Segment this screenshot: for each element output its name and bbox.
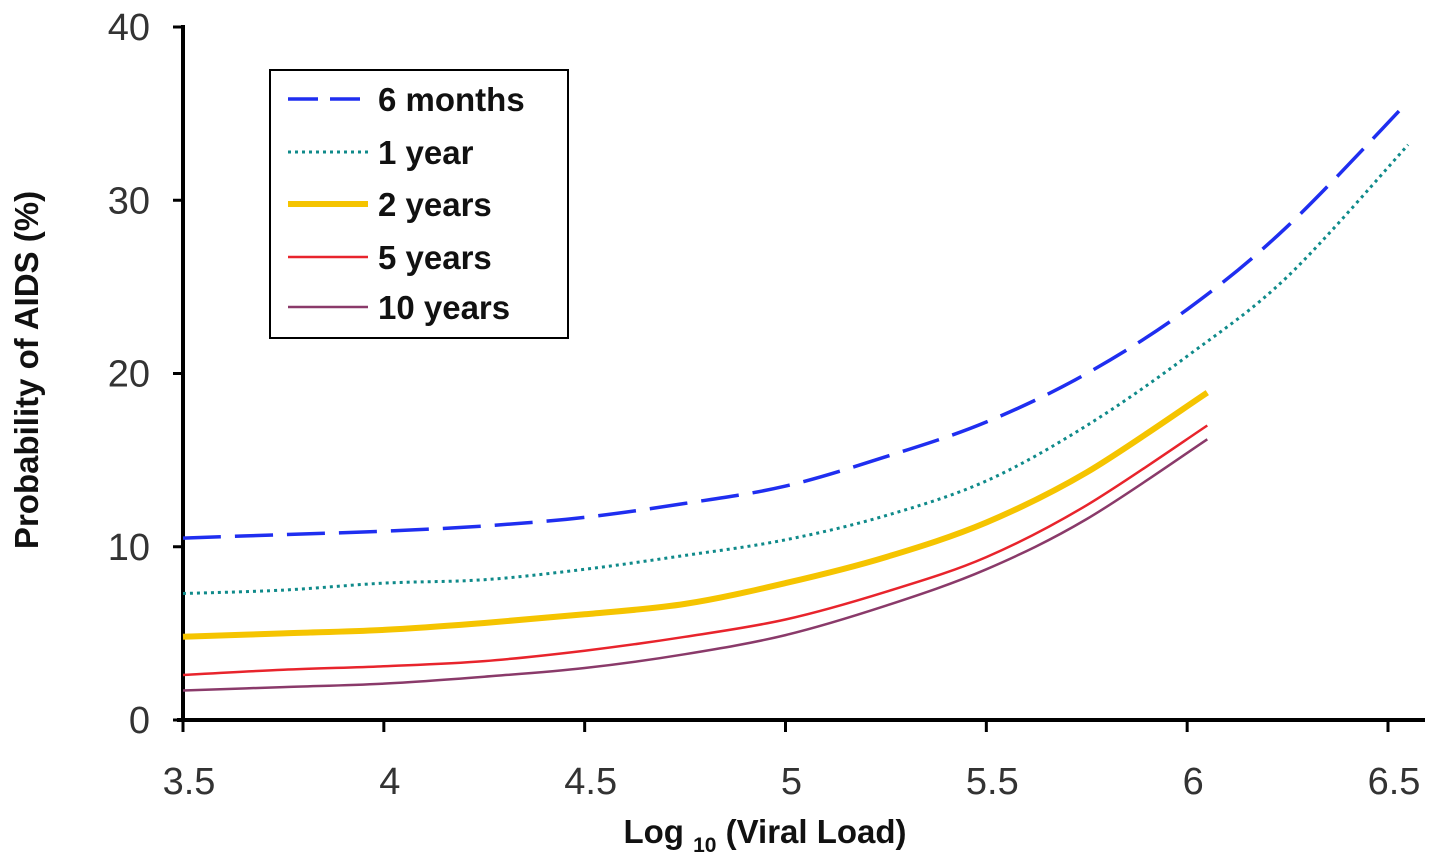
x-axis-title: Log 10 (Viral Load) — [623, 813, 906, 853]
legend-label-3: 5 years — [378, 239, 492, 276]
x-tick-label: 4 — [379, 761, 400, 803]
y-tick-label: 30 — [108, 180, 150, 222]
legend-label-2: 2 years — [378, 186, 492, 223]
legend-label-4: 10 years — [378, 289, 510, 326]
x-tick-label: 6 — [1183, 761, 1204, 803]
series-group — [182, 100, 1410, 692]
series-line-4 — [182, 438, 1208, 692]
x-axis-title-subscript: 10 — [693, 834, 716, 853]
x-tick-group: 3.5 4 4.5 5 5.5 6 6.5 — [163, 720, 1421, 803]
legend-label-1: 1 year — [378, 134, 474, 171]
x-tick-label: 5 — [781, 761, 802, 803]
y-axis-title: Probability of AIDS (%) — [8, 191, 45, 549]
y-tick-group: 0 10 20 30 40 — [108, 7, 183, 742]
y-tick-label: 0 — [129, 700, 150, 742]
x-tick-label: 6.5 — [1368, 761, 1421, 803]
series-line-1 — [182, 143, 1410, 595]
series-line-3 — [182, 424, 1208, 677]
series-line-2 — [182, 390, 1209, 640]
legend-items: 6 months 1 year 2 years 5 years 10 years — [288, 81, 525, 326]
legend-label-0: 6 months — [378, 81, 525, 118]
series-line-0 — [182, 100, 1410, 540]
y-tick-label: 20 — [108, 354, 150, 396]
y-tick-label: 10 — [108, 527, 150, 569]
x-tick-label: 4.5 — [564, 761, 617, 803]
x-tick-label: 3.5 — [163, 761, 216, 803]
x-axis-title-prefix: Log — [623, 813, 683, 850]
y-tick-label: 40 — [108, 7, 150, 49]
legend: 6 months 1 year 2 years 5 years 10 years — [269, 69, 569, 339]
x-axis-title-suffix: (Viral Load) — [726, 813, 907, 850]
x-tick-label: 5.5 — [966, 761, 1019, 803]
